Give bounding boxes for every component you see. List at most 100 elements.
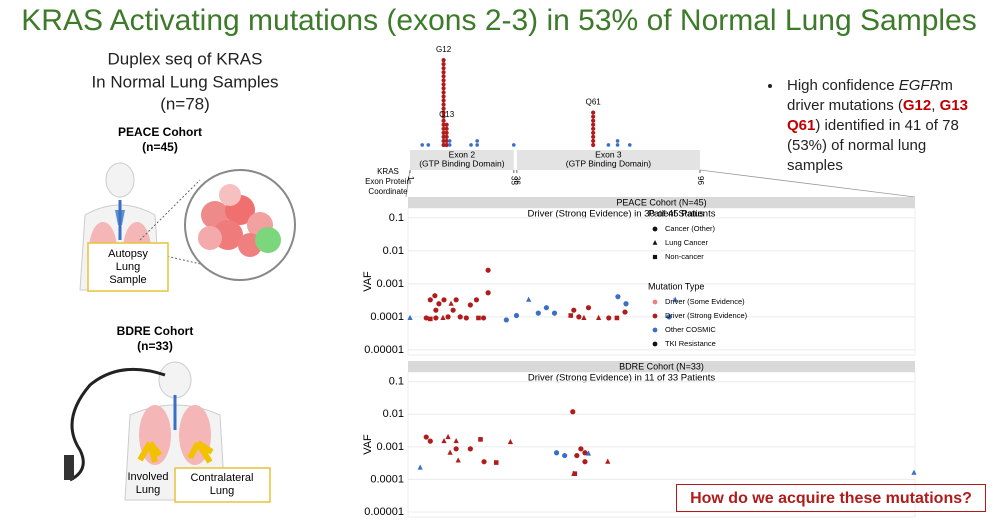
lollipop-dot (475, 139, 479, 143)
axis-label: Exon Protein (365, 177, 411, 186)
point (445, 433, 451, 440)
lollipop-dot (591, 122, 596, 127)
lollipop-dot (441, 102, 446, 107)
body-illustration (79, 162, 296, 292)
y-axis-label: VAF (362, 434, 374, 455)
point (455, 457, 461, 463)
body-illustration (64, 361, 271, 503)
point (476, 315, 481, 321)
y-tick-label: 0.001 (376, 278, 404, 290)
heading-line: In Normal Lung Samples (91, 72, 278, 91)
lollipop (591, 110, 596, 148)
y-tick-label: 0.1 (389, 376, 404, 388)
domain-label: Exon 3 (595, 149, 622, 159)
point (436, 301, 442, 307)
cohort-n: (n=45) (142, 140, 178, 154)
panel-title: BDRE Cohort (N=33) (619, 361, 704, 371)
callout: How do we acquire these mutations? (676, 484, 986, 512)
legend-label: Driver (Some Evidence) (665, 297, 745, 306)
point (526, 296, 532, 302)
lollipop-dot (475, 143, 479, 147)
lollipop-dot (441, 126, 446, 131)
legend-title: Patient Status (648, 208, 705, 218)
lollipop (511, 143, 516, 147)
lollipop-dot (441, 106, 446, 111)
lollipop-dot (606, 143, 611, 147)
lollipop (615, 139, 620, 147)
lollipop-dot (591, 114, 596, 119)
y-tick-label: 0.1 (389, 212, 404, 224)
lollipop-dot (441, 82, 446, 87)
legend-swatch (652, 327, 658, 333)
lollipop-dot (591, 118, 596, 123)
bullet-segment: High confidence (787, 77, 899, 94)
point (576, 314, 582, 320)
lollipop (441, 58, 446, 148)
point (585, 305, 592, 311)
point (582, 459, 588, 465)
lollipop-dot (441, 74, 446, 79)
domain-strip (410, 150, 514, 170)
lollipop (447, 139, 452, 147)
lollipop (444, 122, 449, 148)
point (448, 300, 454, 306)
axis-label: Coordinate (368, 187, 408, 196)
bullet-segment: , (931, 97, 940, 114)
lollipop-dot (441, 78, 446, 83)
legend-label: Other COSMIC (665, 325, 716, 334)
y-tick-label: 0.01 (383, 245, 404, 257)
point (582, 450, 588, 456)
lollipop-dot (420, 143, 425, 147)
lollipop-dot (441, 118, 446, 123)
box-text: Lung (210, 485, 234, 497)
point (551, 310, 558, 316)
bullet-item: High confidence EGFRm driver mutations (… (783, 76, 978, 176)
lollipop-dot (441, 114, 446, 119)
slide-title: KRAS Activating mutations (exons 2-3) in… (21, 4, 976, 37)
point (571, 307, 577, 313)
point (441, 437, 447, 444)
lollipop-dot (441, 130, 446, 135)
point (911, 469, 917, 475)
lollipop-dot (627, 143, 632, 147)
cohort-name: PEACE Cohort (118, 125, 202, 139)
lollipop-dot (615, 139, 620, 143)
point (453, 446, 459, 452)
connector (405, 169, 411, 198)
lollipop (606, 143, 611, 147)
point (432, 293, 438, 299)
panel-strip (408, 197, 915, 208)
box-text: Lung (116, 261, 140, 273)
point (503, 317, 509, 323)
lollipop-dot (444, 134, 449, 139)
lollipop-dot (615, 143, 620, 147)
lollipop (420, 143, 425, 147)
lollipop-dot (441, 94, 446, 99)
point (441, 297, 447, 303)
mutation-label: Q61 (586, 98, 602, 107)
point (473, 297, 480, 303)
bullet-segment: m driver mutations ( (787, 77, 953, 114)
point (666, 314, 672, 320)
point (467, 446, 473, 452)
bullet-segment: G13 (939, 97, 968, 114)
domain-strip (516, 150, 700, 170)
point (485, 267, 491, 273)
point (605, 458, 611, 464)
heading-line: (n=78) (160, 94, 210, 113)
panel-subtitle: Driver (Strong Evidence) in 11 of 33 Pat… (528, 373, 716, 384)
bullet-list: High confidence EGFRm driver mutations (… (765, 76, 978, 176)
lollipop-dot (591, 126, 596, 131)
legend-swatch (652, 299, 658, 305)
lollipop (426, 143, 431, 147)
point (553, 450, 560, 456)
legend-swatch (652, 226, 658, 232)
point (427, 438, 433, 444)
point (570, 409, 576, 415)
point (507, 438, 514, 445)
axis-label: KRAS (377, 167, 399, 176)
point (606, 315, 612, 321)
